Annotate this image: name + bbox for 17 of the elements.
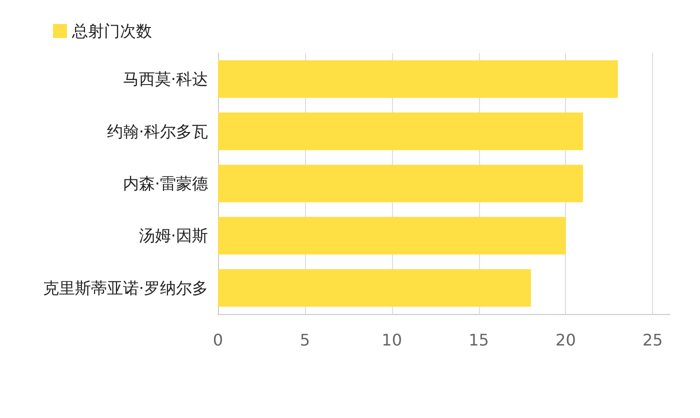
- x-tick-label: 25: [642, 330, 663, 350]
- y-tick-label: 内森·雷蒙德: [122, 174, 208, 193]
- x-tick-label: 5: [300, 330, 310, 350]
- y-tick-label: 约翰·科尔多瓦: [106, 122, 208, 141]
- bar: [218, 164, 584, 202]
- x-tick-label: 20: [556, 330, 576, 350]
- legend-label: 总射门次数: [71, 22, 152, 40]
- bar: [218, 112, 584, 150]
- x-tick-label: 10: [382, 330, 402, 350]
- bar: [218, 216, 566, 254]
- bar: [218, 60, 618, 98]
- y-tick-label: 马西莫·科达: [122, 70, 208, 89]
- y-tick-label: 汤姆·因斯: [138, 226, 208, 246]
- x-tick-label: 0: [212, 330, 224, 350]
- bar: [218, 269, 531, 307]
- y-tick-label: 克里斯蒂亚诺·罗纳尔多: [42, 278, 208, 298]
- x-tick-label: 15: [468, 330, 489, 350]
